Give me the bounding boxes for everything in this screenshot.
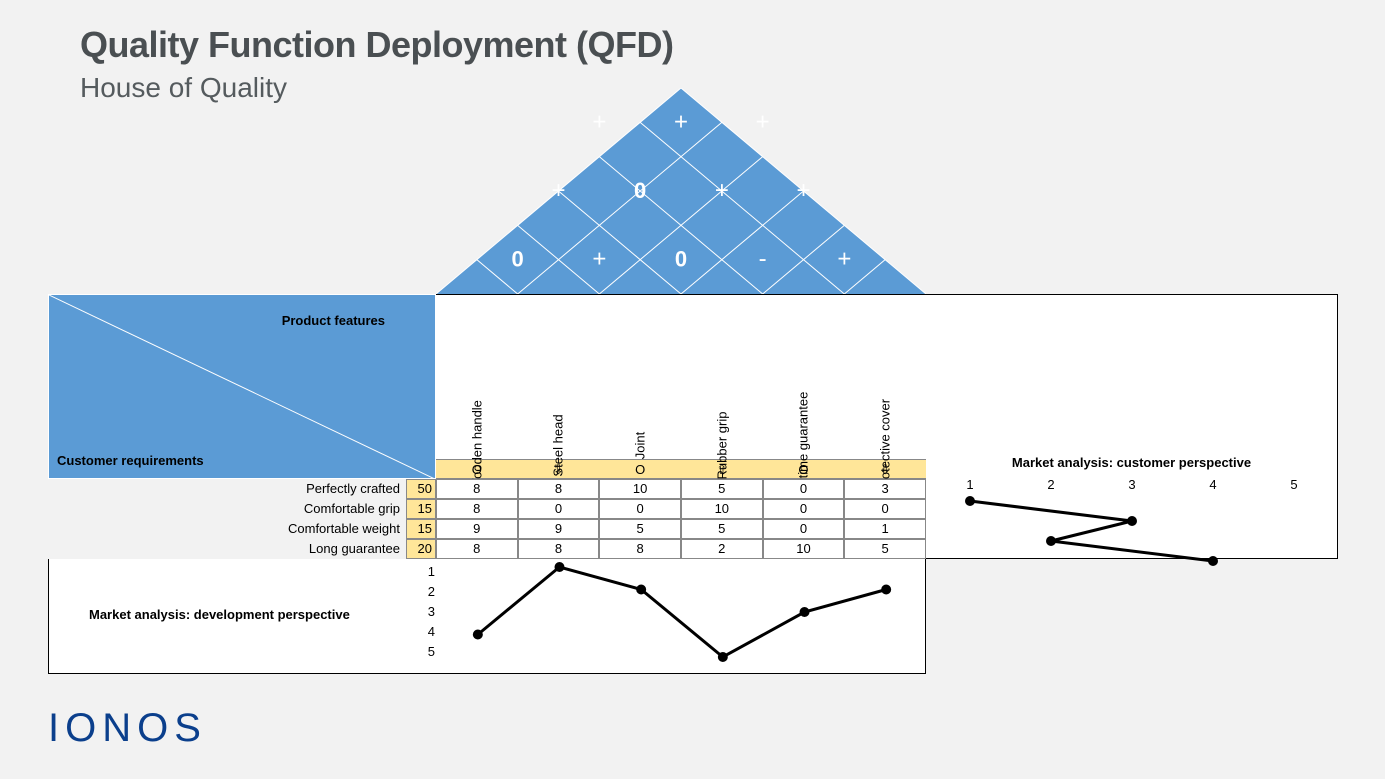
requirement-weight: 50 — [406, 479, 436, 499]
feature-label: Wooden handle — [469, 400, 484, 491]
matrix-cell: 9 — [518, 519, 600, 539]
customer-axis-tick: 4 — [1203, 477, 1223, 493]
feature-col: Wooden handle — [436, 295, 518, 479]
dev-chart-box: Market analysis: development perspective… — [48, 559, 926, 674]
dev-axis-tick: 5 — [417, 642, 435, 662]
svg-text:+: + — [674, 108, 688, 135]
product-features-label: Product features — [282, 313, 385, 328]
matrix-row: Long guarantee208882105 — [48, 539, 926, 559]
customer-chart-box: Market analysis: customer perspective 1 2… — [926, 294, 1338, 559]
matrix-cell: 0 — [518, 499, 600, 519]
matrix-row: Comfortable grip158001000 — [48, 499, 926, 519]
matrix-cell: 2 — [681, 539, 763, 559]
customer-axis-tick: 1 — [960, 477, 980, 493]
dev-axis-tick: 4 — [417, 622, 435, 642]
svg-text:+: + — [592, 108, 606, 135]
matrix-cell: 8 — [518, 479, 600, 499]
dev-axis-tick: 1 — [417, 562, 435, 582]
requirement-weight: 15 — [406, 519, 436, 539]
customer-chart-title: Market analysis: customer perspective — [926, 455, 1337, 470]
feature-label: Rubber grip — [714, 412, 729, 480]
svg-text:+: + — [756, 108, 770, 135]
feature-col: Steel head — [518, 295, 600, 479]
corner-box: Product features Customer requirements — [48, 294, 436, 479]
customer-axis-tick: 5 — [1284, 477, 1304, 493]
requirement-label: Perfectly crafted — [48, 479, 406, 499]
svg-text:+: + — [796, 177, 810, 204]
svg-text:+: + — [592, 246, 606, 273]
feature-label: Joint — [633, 432, 648, 459]
matrix-cell: 10 — [681, 499, 763, 519]
svg-text:+: + — [715, 177, 729, 204]
feature-col: Lifetime guarantee — [763, 295, 845, 479]
matrix-cell: 5 — [681, 519, 763, 539]
matrix-cell: 8 — [436, 539, 518, 559]
matrix-cell: 8 — [599, 539, 681, 559]
matrix-cell: 5 — [599, 519, 681, 539]
dev-axis-tick: 2 — [417, 582, 435, 602]
relationship-matrix: Perfectly crafted508810503Comfortable gr… — [48, 479, 926, 559]
dev-chart-title: Market analysis: development perspective — [89, 607, 350, 622]
feature-col: Protective cover — [844, 295, 926, 479]
matrix-cell: 0 — [844, 499, 926, 519]
correlation-roof: +++++++0++0+0-+ — [436, 88, 926, 294]
svg-text:+: + — [837, 246, 851, 273]
customer-axis-tick: 3 — [1122, 477, 1142, 493]
customer-requirements-label: Customer requirements — [57, 453, 204, 468]
matrix-cell: 0 — [763, 479, 845, 499]
requirement-label: Long guarantee — [48, 539, 406, 559]
feature-col: Rubber grip — [681, 295, 763, 479]
matrix-cell: 5 — [844, 539, 926, 559]
customer-axis-tick: 2 — [1041, 477, 1061, 493]
feature-headers: O⇩O⇧O⇩ Wooden handleSteel headJointRubbe… — [436, 294, 926, 479]
matrix-cell: 9 — [436, 519, 518, 539]
matrix-row: Comfortable weight15995501 — [48, 519, 926, 539]
matrix-cell: 8 — [436, 479, 518, 499]
matrix-cell: 10 — [599, 479, 681, 499]
requirement-weight: 15 — [406, 499, 436, 519]
dev-line-chart — [437, 562, 927, 662]
feature-col: Joint — [599, 295, 681, 479]
feature-label: Steel head — [551, 414, 566, 476]
dev-axis-tick: 3 — [417, 602, 435, 622]
svg-text:+: + — [551, 177, 565, 204]
matrix-cell: 10 — [763, 539, 845, 559]
matrix-cell: 0 — [763, 499, 845, 519]
svg-text:0: 0 — [512, 247, 524, 272]
matrix-cell: 3 — [844, 479, 926, 499]
matrix-cell: 8 — [436, 499, 518, 519]
requirement-weight: 20 — [406, 539, 436, 559]
page-title: Quality Function Deployment (QFD) — [80, 24, 674, 66]
matrix-cell: 0 — [599, 499, 681, 519]
svg-text:-: - — [759, 246, 767, 273]
requirement-label: Comfortable grip — [48, 499, 406, 519]
matrix-cell: 0 — [763, 519, 845, 539]
matrix-cell: 1 — [844, 519, 926, 539]
customer-line-chart — [950, 495, 1314, 575]
matrix-cell: 5 — [681, 479, 763, 499]
matrix-row: Perfectly crafted508810503 — [48, 479, 926, 499]
page-subtitle: House of Quality — [80, 72, 287, 104]
svg-text:0: 0 — [634, 178, 646, 203]
requirement-label: Comfortable weight — [48, 519, 406, 539]
ionos-logo: IONOS — [48, 706, 207, 751]
matrix-cell: 8 — [518, 539, 600, 559]
svg-text:0: 0 — [675, 247, 687, 272]
